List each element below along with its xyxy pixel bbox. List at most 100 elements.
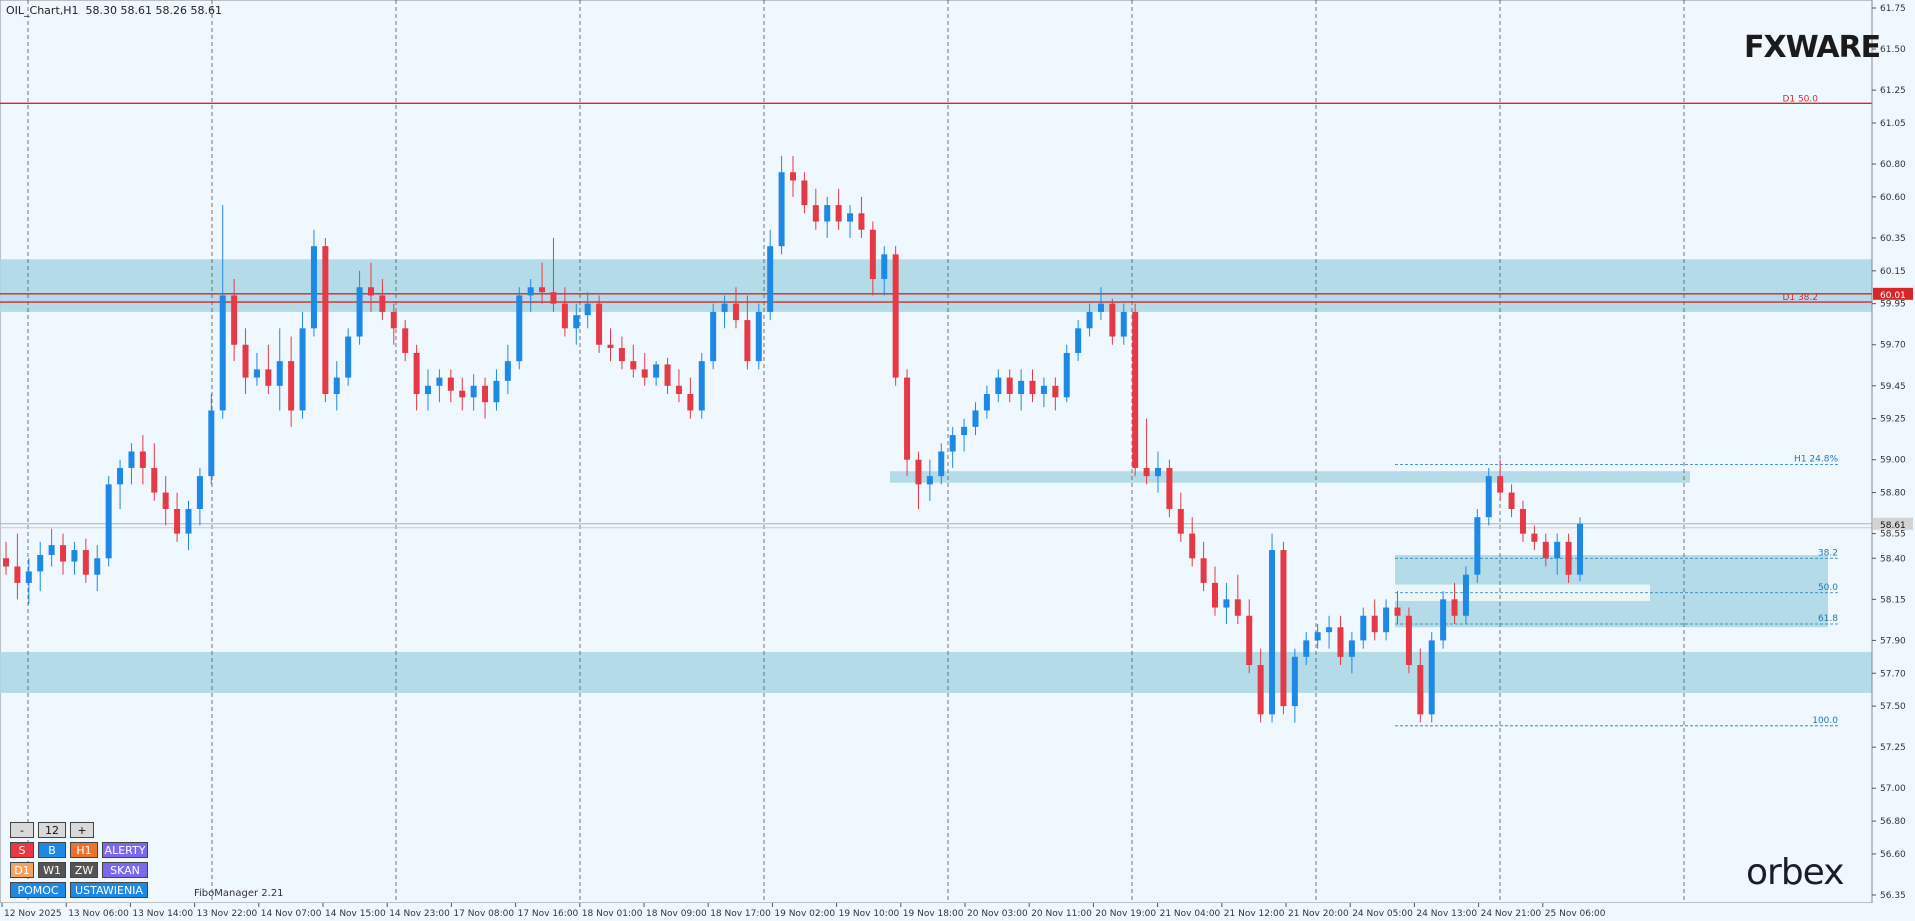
candle-body <box>14 566 21 583</box>
candle <box>824 196 831 238</box>
time-tick-label: 12 Nov 2025 <box>4 909 62 919</box>
zw-button[interactable]: ZW <box>70 862 98 878</box>
candle-body <box>276 361 283 386</box>
candle <box>231 279 238 362</box>
time-tick-label: 25 Nov 06:00 <box>1545 909 1606 919</box>
time-tick-label: 19 Nov 10:00 <box>839 909 900 919</box>
candle <box>447 369 454 403</box>
candle-body <box>3 558 9 567</box>
candle-body <box>139 451 146 468</box>
decrease-button[interactable]: - <box>10 822 34 838</box>
candle <box>139 435 146 485</box>
help-button[interactable]: POMOC <box>10 882 66 898</box>
candle-body <box>1269 550 1276 715</box>
candle-body <box>1143 467 1150 477</box>
candle-body <box>436 377 443 386</box>
candle-body <box>1029 380 1036 395</box>
fibo-level-label: 61.8 <box>1818 614 1838 624</box>
candle <box>698 352 705 419</box>
settings-button[interactable]: USTAWIENIA <box>70 882 148 898</box>
h1-button[interactable]: H1 <box>70 842 98 858</box>
candle <box>493 369 500 411</box>
candle <box>539 262 546 304</box>
candle <box>151 443 158 501</box>
candle <box>721 295 728 329</box>
candle <box>653 361 660 386</box>
candle <box>1383 599 1390 641</box>
candle <box>904 369 911 477</box>
candle <box>995 369 1002 403</box>
candle <box>1462 566 1469 624</box>
candle <box>60 533 67 575</box>
candle-body <box>504 361 511 381</box>
candle-body <box>1314 632 1321 641</box>
candle <box>185 500 192 551</box>
candle <box>379 279 386 321</box>
candle-body <box>1417 665 1424 715</box>
candle <box>1132 303 1139 477</box>
w1-button[interactable]: W1 <box>38 862 66 878</box>
candle-body <box>151 467 158 493</box>
candle-body <box>618 348 625 362</box>
candle-body <box>904 377 911 460</box>
time-tick-label: 19 Nov 02:00 <box>774 909 835 919</box>
lines-layer: D1 50.0 D1 38.2 H1 24.8% 38.2 50.0 61.8 100.0 <box>0 94 1872 727</box>
candle-body <box>1109 303 1116 337</box>
candle <box>482 377 489 419</box>
alerts-button[interactable]: ALERTY <box>102 842 148 858</box>
increase-button[interactable]: + <box>70 822 94 838</box>
candle <box>835 188 842 230</box>
d1-button[interactable]: D1 <box>10 862 34 878</box>
candle-body <box>915 459 922 485</box>
plot-area <box>0 0 1873 904</box>
candle-body <box>162 492 169 509</box>
candle-body <box>1451 599 1458 616</box>
candle-body <box>539 287 546 293</box>
time-tick-label: 17 Nov 08:00 <box>453 909 514 919</box>
candle-body <box>231 295 238 345</box>
candle-body <box>1075 328 1082 353</box>
candle <box>641 352 648 386</box>
candle-body <box>584 303 591 316</box>
candle <box>1212 566 1219 616</box>
period-value[interactable]: 12 <box>38 822 66 838</box>
time-tick-label: 24 Nov 13:00 <box>1416 909 1477 919</box>
candle-body <box>1040 385 1047 395</box>
candle-body <box>345 336 352 378</box>
candle-body <box>482 385 489 403</box>
price-tick-label: 59.45 <box>1880 382 1906 392</box>
support-resistance-zone <box>0 259 1872 312</box>
candle-body <box>675 385 682 395</box>
candle-body <box>778 172 785 247</box>
sell-button[interactable]: S <box>10 842 34 858</box>
zones-layer <box>0 259 1872 693</box>
scan-button[interactable]: SKAN <box>102 862 148 878</box>
candle-body <box>983 394 990 411</box>
candle-body <box>185 508 192 534</box>
candle <box>333 361 340 411</box>
candle-body <box>732 303 739 321</box>
candle-body <box>1052 385 1059 398</box>
candle-body <box>1577 523 1583 575</box>
candle-body <box>995 377 1002 395</box>
buy-button[interactable]: B <box>38 842 66 858</box>
candle <box>812 188 819 230</box>
candle <box>367 262 374 312</box>
candle-body <box>174 508 181 534</box>
time-tick-label: 20 Nov 03:00 <box>967 909 1028 919</box>
candle <box>972 402 979 436</box>
candle-body <box>641 369 648 378</box>
candle-body <box>322 246 329 395</box>
candle <box>1154 451 1161 493</box>
candle-body <box>1097 303 1104 312</box>
candle-body <box>288 361 295 411</box>
candle <box>983 385 990 419</box>
candle-body <box>253 369 260 378</box>
candle <box>1326 615 1333 649</box>
candle <box>847 205 854 238</box>
price-tick-label: 57.00 <box>1880 784 1906 794</box>
candle <box>253 352 260 386</box>
price-tick-label: 61.50 <box>1880 45 1906 55</box>
candle-body <box>573 315 580 329</box>
